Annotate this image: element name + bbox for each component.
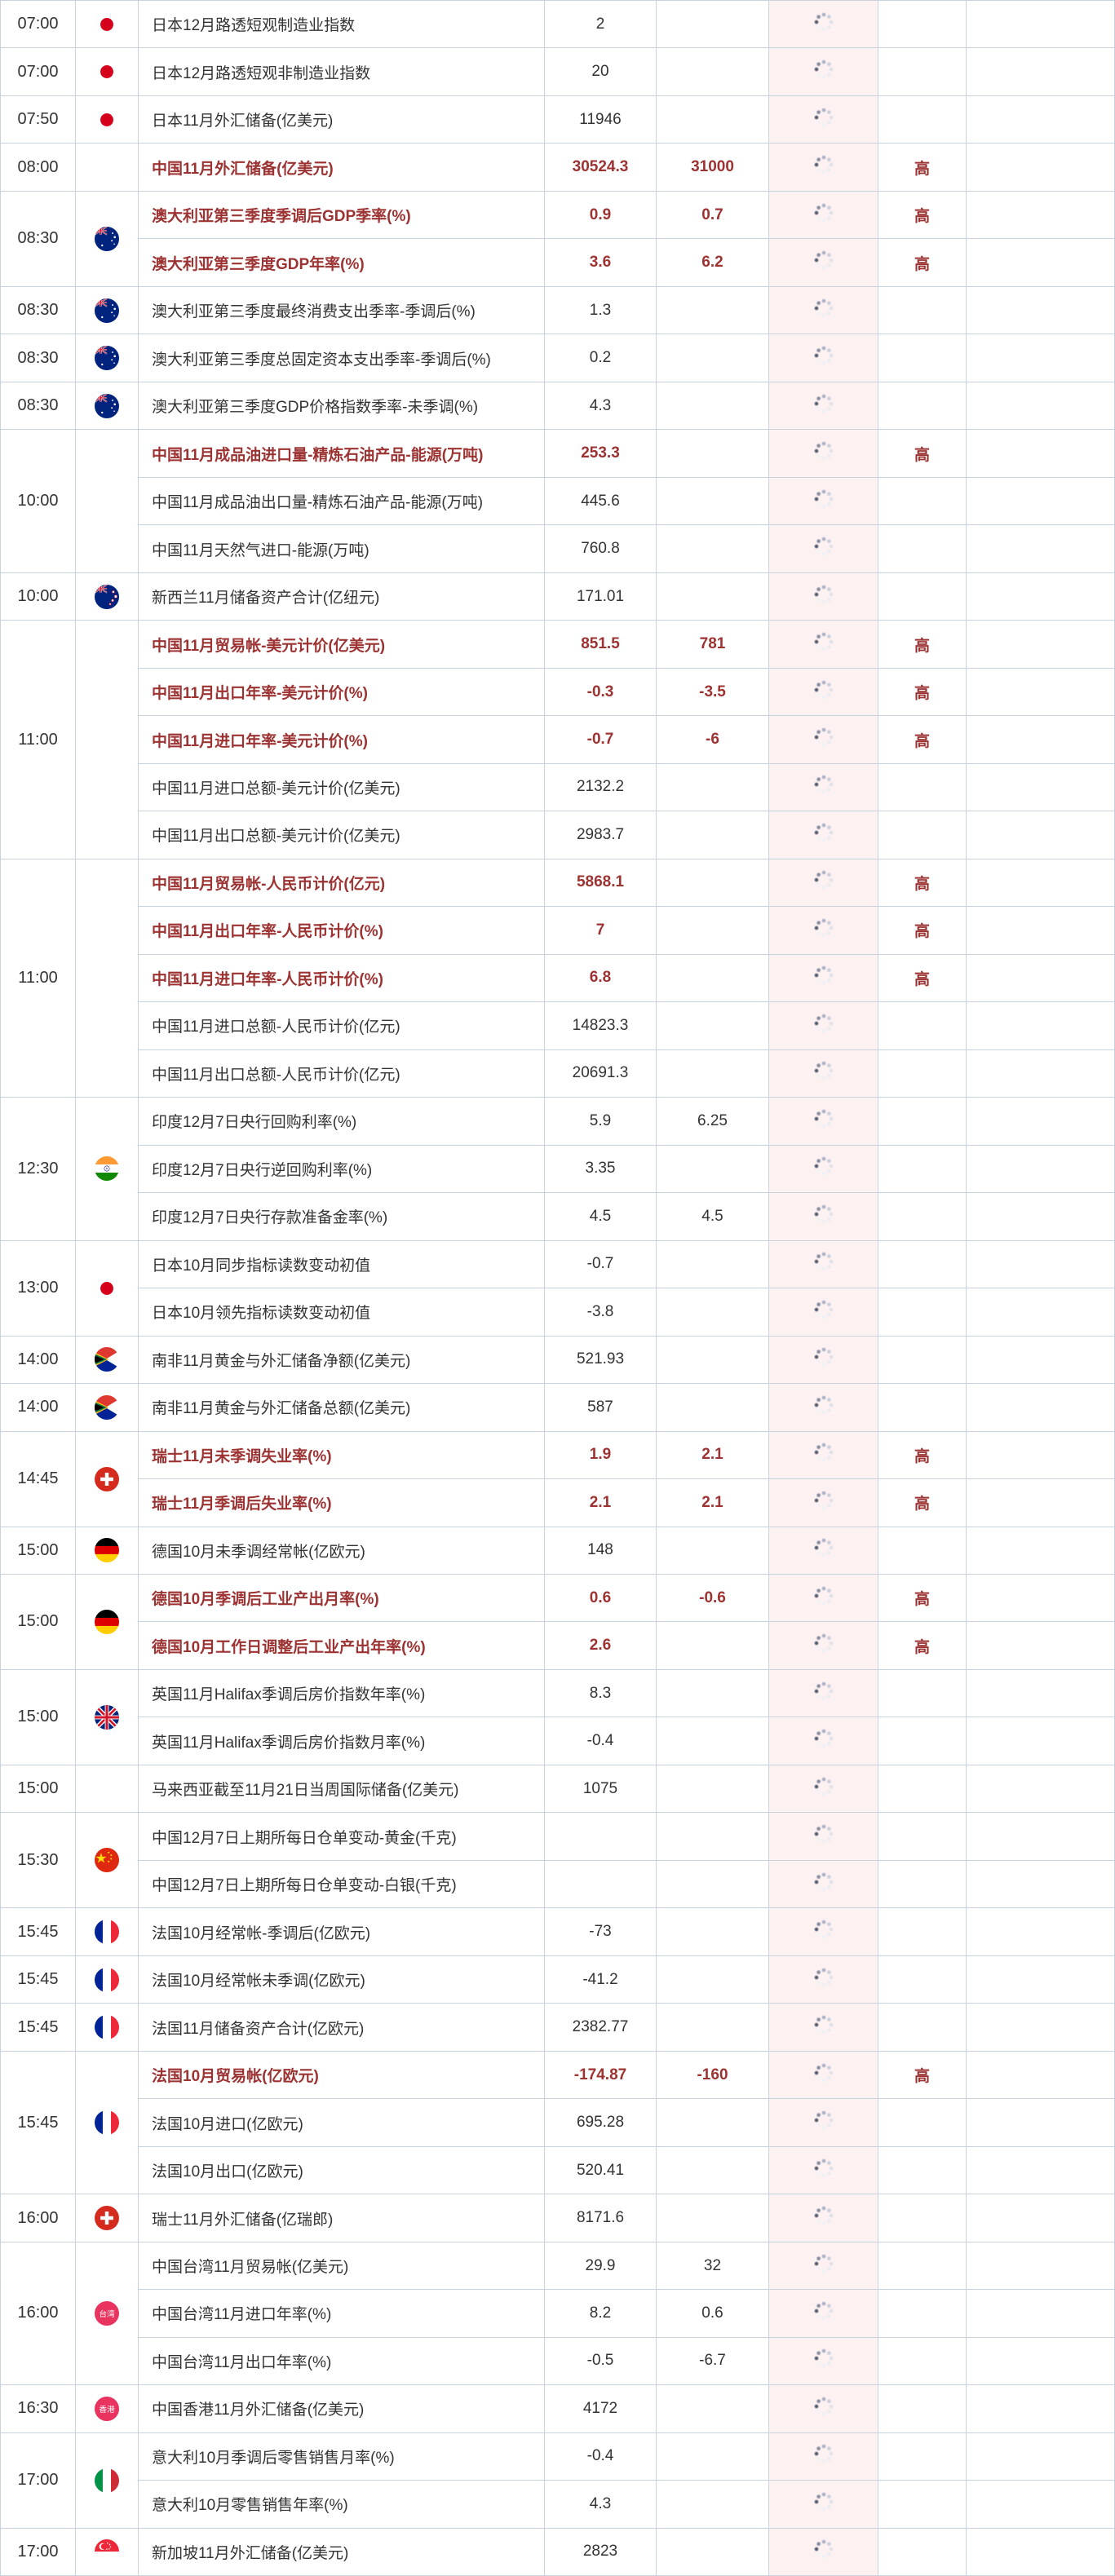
- svg-text:香港: 香港: [99, 2405, 115, 2415]
- svg-text:台湾: 台湾: [99, 2309, 115, 2319]
